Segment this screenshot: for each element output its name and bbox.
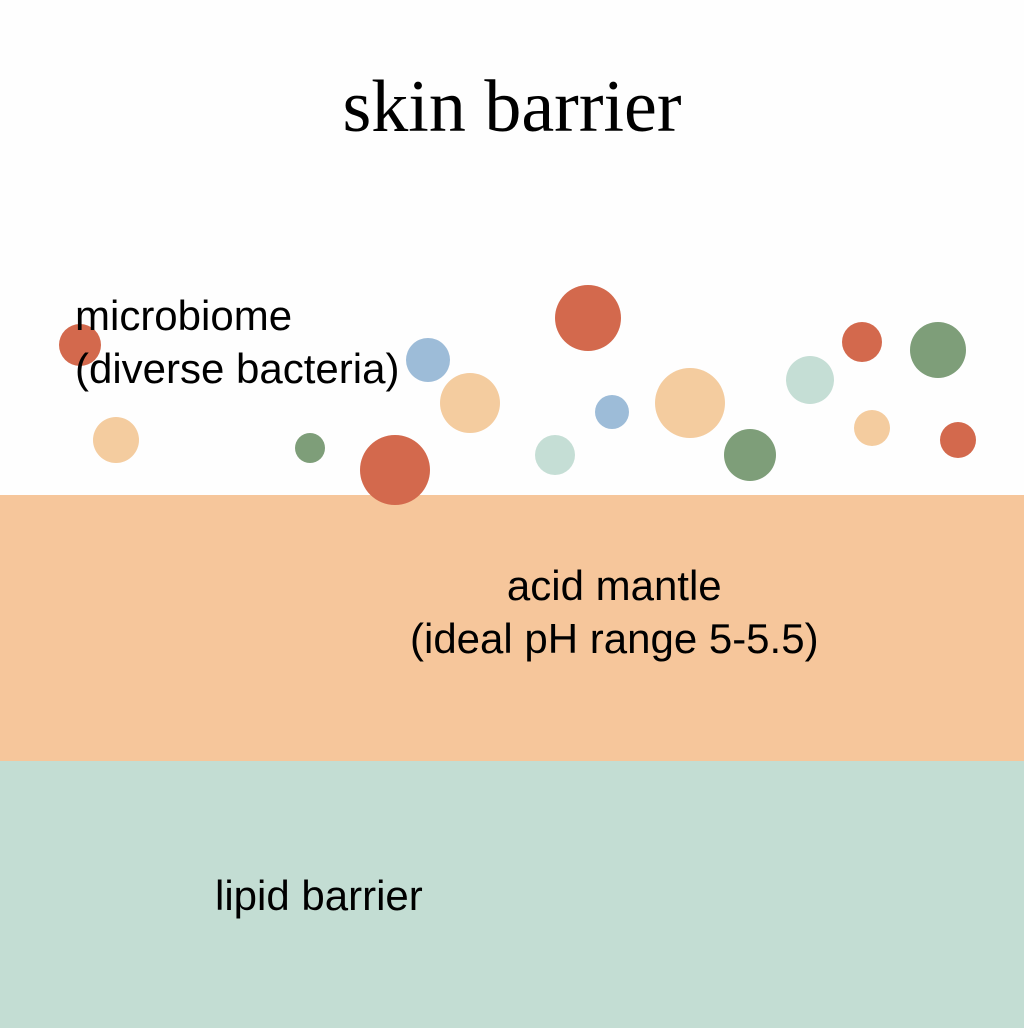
microbiome-dot (786, 356, 834, 404)
diagram-title: skin barrier (0, 65, 1024, 150)
infographic-canvas: skin barrier microbiome (diverse bacteri… (0, 0, 1024, 1028)
microbiome-dot (595, 395, 629, 429)
microbiome-dot (360, 435, 430, 505)
microbiome-dot (854, 410, 890, 446)
microbiome-dot (440, 373, 500, 433)
microbiome-dot (93, 417, 139, 463)
microbiome-dot (406, 338, 450, 382)
microbiome-dot (842, 322, 882, 362)
label-microbiome: microbiome (diverse bacteria) (75, 290, 399, 395)
microbiome-dot (655, 368, 725, 438)
label-lipid-barrier: lipid barrier (215, 870, 423, 923)
microbiome-dot (555, 285, 621, 351)
microbiome-dot (910, 322, 966, 378)
microbiome-dot (295, 433, 325, 463)
microbiome-dot (724, 429, 776, 481)
label-acid-mantle: acid mantle (ideal pH range 5-5.5) (410, 560, 819, 665)
microbiome-dot (940, 422, 976, 458)
layer-bottom-lipid (0, 761, 1024, 1028)
microbiome-dot (535, 435, 575, 475)
